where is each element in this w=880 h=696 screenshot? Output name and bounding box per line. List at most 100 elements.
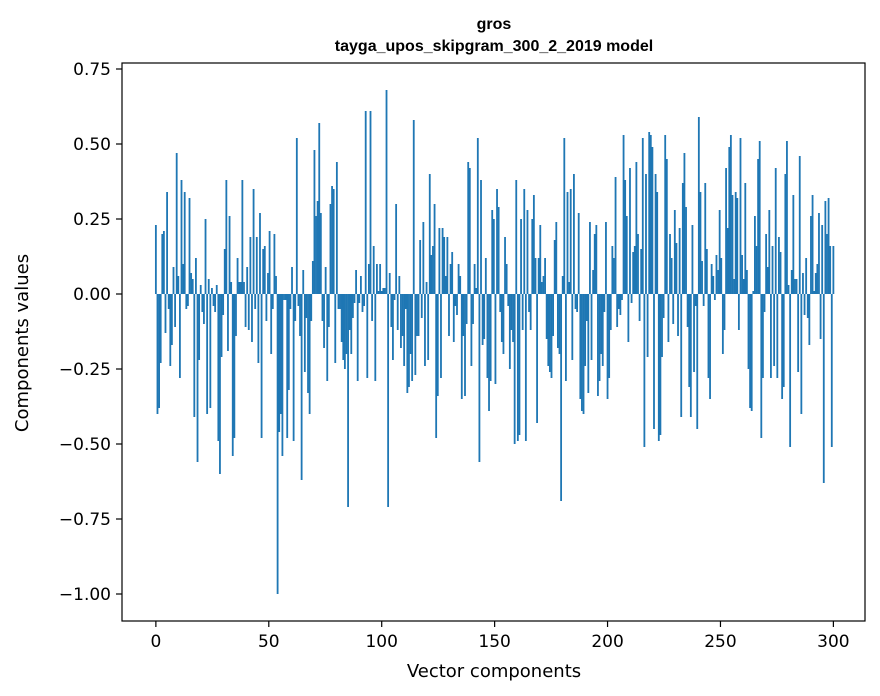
bar bbox=[609, 294, 612, 330]
bar bbox=[742, 279, 745, 294]
y-axis-ticks: 0.75 0.50 0.25 0.00 −0.25 −0.50 −0.75 −1.00 bbox=[59, 60, 122, 605]
bar bbox=[574, 294, 577, 309]
bar bbox=[204, 219, 207, 294]
bar bbox=[190, 273, 193, 294]
bar bbox=[305, 294, 308, 318]
bar bbox=[452, 294, 455, 342]
bar bbox=[299, 294, 301, 336]
bar bbox=[311, 261, 314, 294]
bar bbox=[768, 210, 771, 294]
bar bbox=[563, 138, 566, 294]
bar bbox=[271, 294, 274, 309]
bar bbox=[283, 294, 285, 300]
bar bbox=[403, 294, 406, 366]
bar bbox=[154, 225, 157, 294]
y-tick-label: −0.75 bbox=[59, 510, 111, 530]
bar bbox=[673, 210, 676, 294]
bar bbox=[705, 249, 708, 294]
bar bbox=[571, 294, 574, 360]
bar bbox=[235, 294, 237, 336]
bar bbox=[233, 294, 236, 438]
bar bbox=[672, 294, 675, 324]
bar bbox=[566, 192, 569, 294]
bar bbox=[484, 258, 487, 294]
bar bbox=[661, 294, 663, 357]
bar bbox=[392, 294, 394, 360]
bar bbox=[174, 294, 176, 327]
bar bbox=[476, 138, 479, 294]
bar bbox=[627, 294, 630, 342]
bar bbox=[803, 294, 806, 315]
bar bbox=[717, 270, 719, 294]
bar bbox=[826, 234, 828, 294]
bar bbox=[223, 249, 226, 294]
bar bbox=[645, 174, 647, 294]
bar bbox=[513, 294, 516, 444]
bar bbox=[342, 294, 345, 360]
bar bbox=[548, 294, 551, 372]
bar bbox=[327, 294, 330, 327]
bar bbox=[356, 294, 359, 381]
bar bbox=[162, 231, 165, 294]
bar bbox=[236, 258, 239, 294]
bar bbox=[335, 162, 338, 294]
bar bbox=[590, 294, 593, 360]
bar bbox=[300, 294, 303, 480]
bar bbox=[718, 210, 721, 294]
bar bbox=[191, 279, 194, 294]
bar bbox=[625, 216, 628, 294]
bar bbox=[350, 294, 353, 354]
bar bbox=[456, 294, 458, 315]
bar bbox=[408, 294, 410, 387]
bar bbox=[755, 246, 758, 294]
bar bbox=[805, 258, 808, 294]
bar bbox=[319, 213, 322, 294]
bar bbox=[406, 294, 409, 393]
bar bbox=[427, 294, 430, 360]
bar bbox=[585, 294, 588, 321]
x-tick-label: 250 bbox=[704, 632, 736, 652]
bar bbox=[795, 279, 798, 294]
bar bbox=[709, 294, 711, 399]
bar bbox=[798, 156, 801, 294]
bar bbox=[667, 294, 670, 342]
bar bbox=[685, 207, 687, 294]
bar bbox=[696, 294, 699, 429]
bar bbox=[214, 294, 217, 312]
bar bbox=[542, 276, 545, 294]
chart-subtitle: tayga_upos_skipgram_300_2_2019 model bbox=[335, 38, 653, 55]
bar bbox=[789, 294, 792, 447]
bar bbox=[606, 294, 609, 399]
bar bbox=[529, 294, 532, 330]
bar bbox=[744, 183, 747, 294]
bar bbox=[776, 294, 779, 378]
bar bbox=[359, 276, 362, 294]
bar bbox=[267, 273, 269, 294]
bar bbox=[422, 222, 425, 294]
y-tick-label: −0.50 bbox=[59, 435, 111, 455]
bar bbox=[414, 294, 417, 375]
bar bbox=[641, 138, 644, 294]
bar bbox=[569, 189, 572, 294]
bar bbox=[520, 219, 522, 294]
y-tick-label: 0.50 bbox=[73, 135, 111, 155]
bar bbox=[593, 234, 596, 294]
bar bbox=[219, 294, 221, 474]
bar bbox=[172, 267, 175, 294]
bar bbox=[443, 237, 446, 294]
bar bbox=[635, 162, 638, 294]
bar bbox=[230, 282, 233, 294]
y-tick-label: 0.75 bbox=[73, 60, 111, 80]
bar bbox=[340, 294, 343, 342]
bar bbox=[187, 294, 189, 306]
bar bbox=[810, 216, 812, 294]
bar bbox=[760, 294, 763, 438]
bar bbox=[524, 294, 527, 441]
bar bbox=[448, 294, 450, 336]
bar bbox=[249, 237, 252, 294]
x-tick-label: 0 bbox=[150, 632, 161, 652]
bar bbox=[295, 138, 298, 294]
bar bbox=[584, 294, 587, 366]
bar bbox=[246, 267, 249, 294]
